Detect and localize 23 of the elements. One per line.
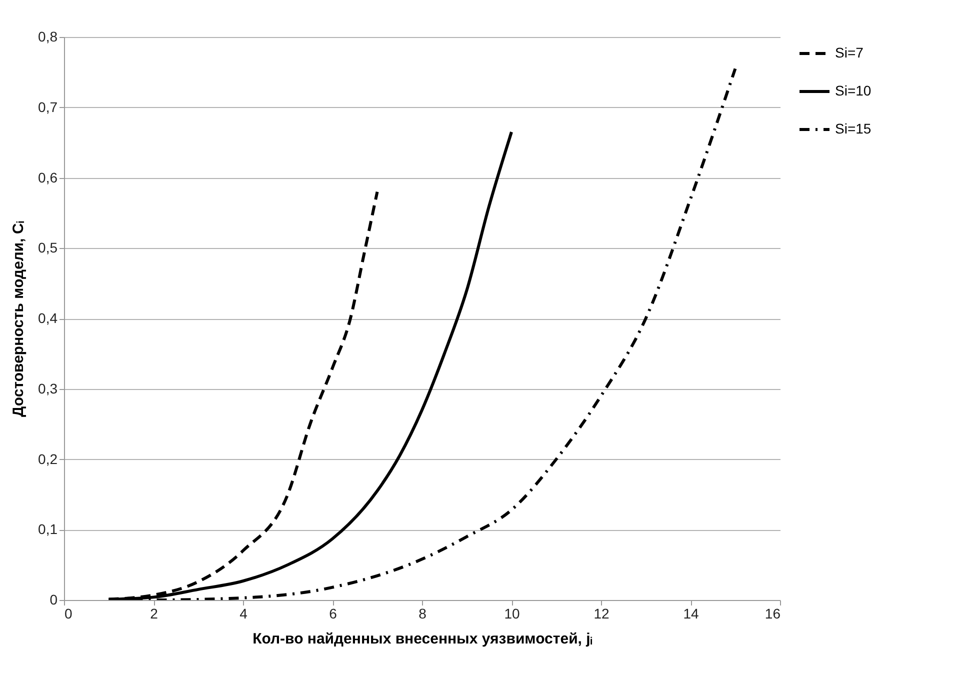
y-tick-label: 0,7 (38, 98, 58, 115)
x-tick-label: 12 (594, 606, 610, 622)
legend-label: Si=15 (835, 120, 872, 136)
y-axis-title: Достоверность модели, Cᵢ (10, 221, 28, 417)
y-tick-label: 0 (50, 592, 58, 608)
y-tick-label: 0,1 (38, 521, 58, 538)
x-tick-label: 14 (683, 606, 699, 622)
x-tick-label: 4 (240, 606, 248, 622)
x-tick-label: 8 (418, 606, 427, 622)
x-tick-label: 10 (504, 606, 520, 622)
x-tick-label: 6 (329, 606, 338, 622)
legend-label: Si=7 (835, 44, 864, 60)
y-tick-label: 0,3 (38, 380, 58, 396)
x-tick-label: 2 (150, 606, 158, 622)
x-axis-title: Кол-во найденных внесенных уязвимостей, jᵢ (252, 630, 592, 648)
y-tick-label: 0,4 (38, 310, 58, 326)
legend-label: Si=10 (835, 82, 872, 98)
y-tick-label: 0,2 (38, 450, 58, 467)
y-tick-label: 0,6 (38, 169, 58, 186)
x-tick-label: 16 (764, 606, 781, 622)
x-tick-label: 0 (64, 606, 72, 622)
y-tick-label: 0,8 (38, 28, 58, 44)
y-tick-label: 0,5 (38, 240, 58, 256)
